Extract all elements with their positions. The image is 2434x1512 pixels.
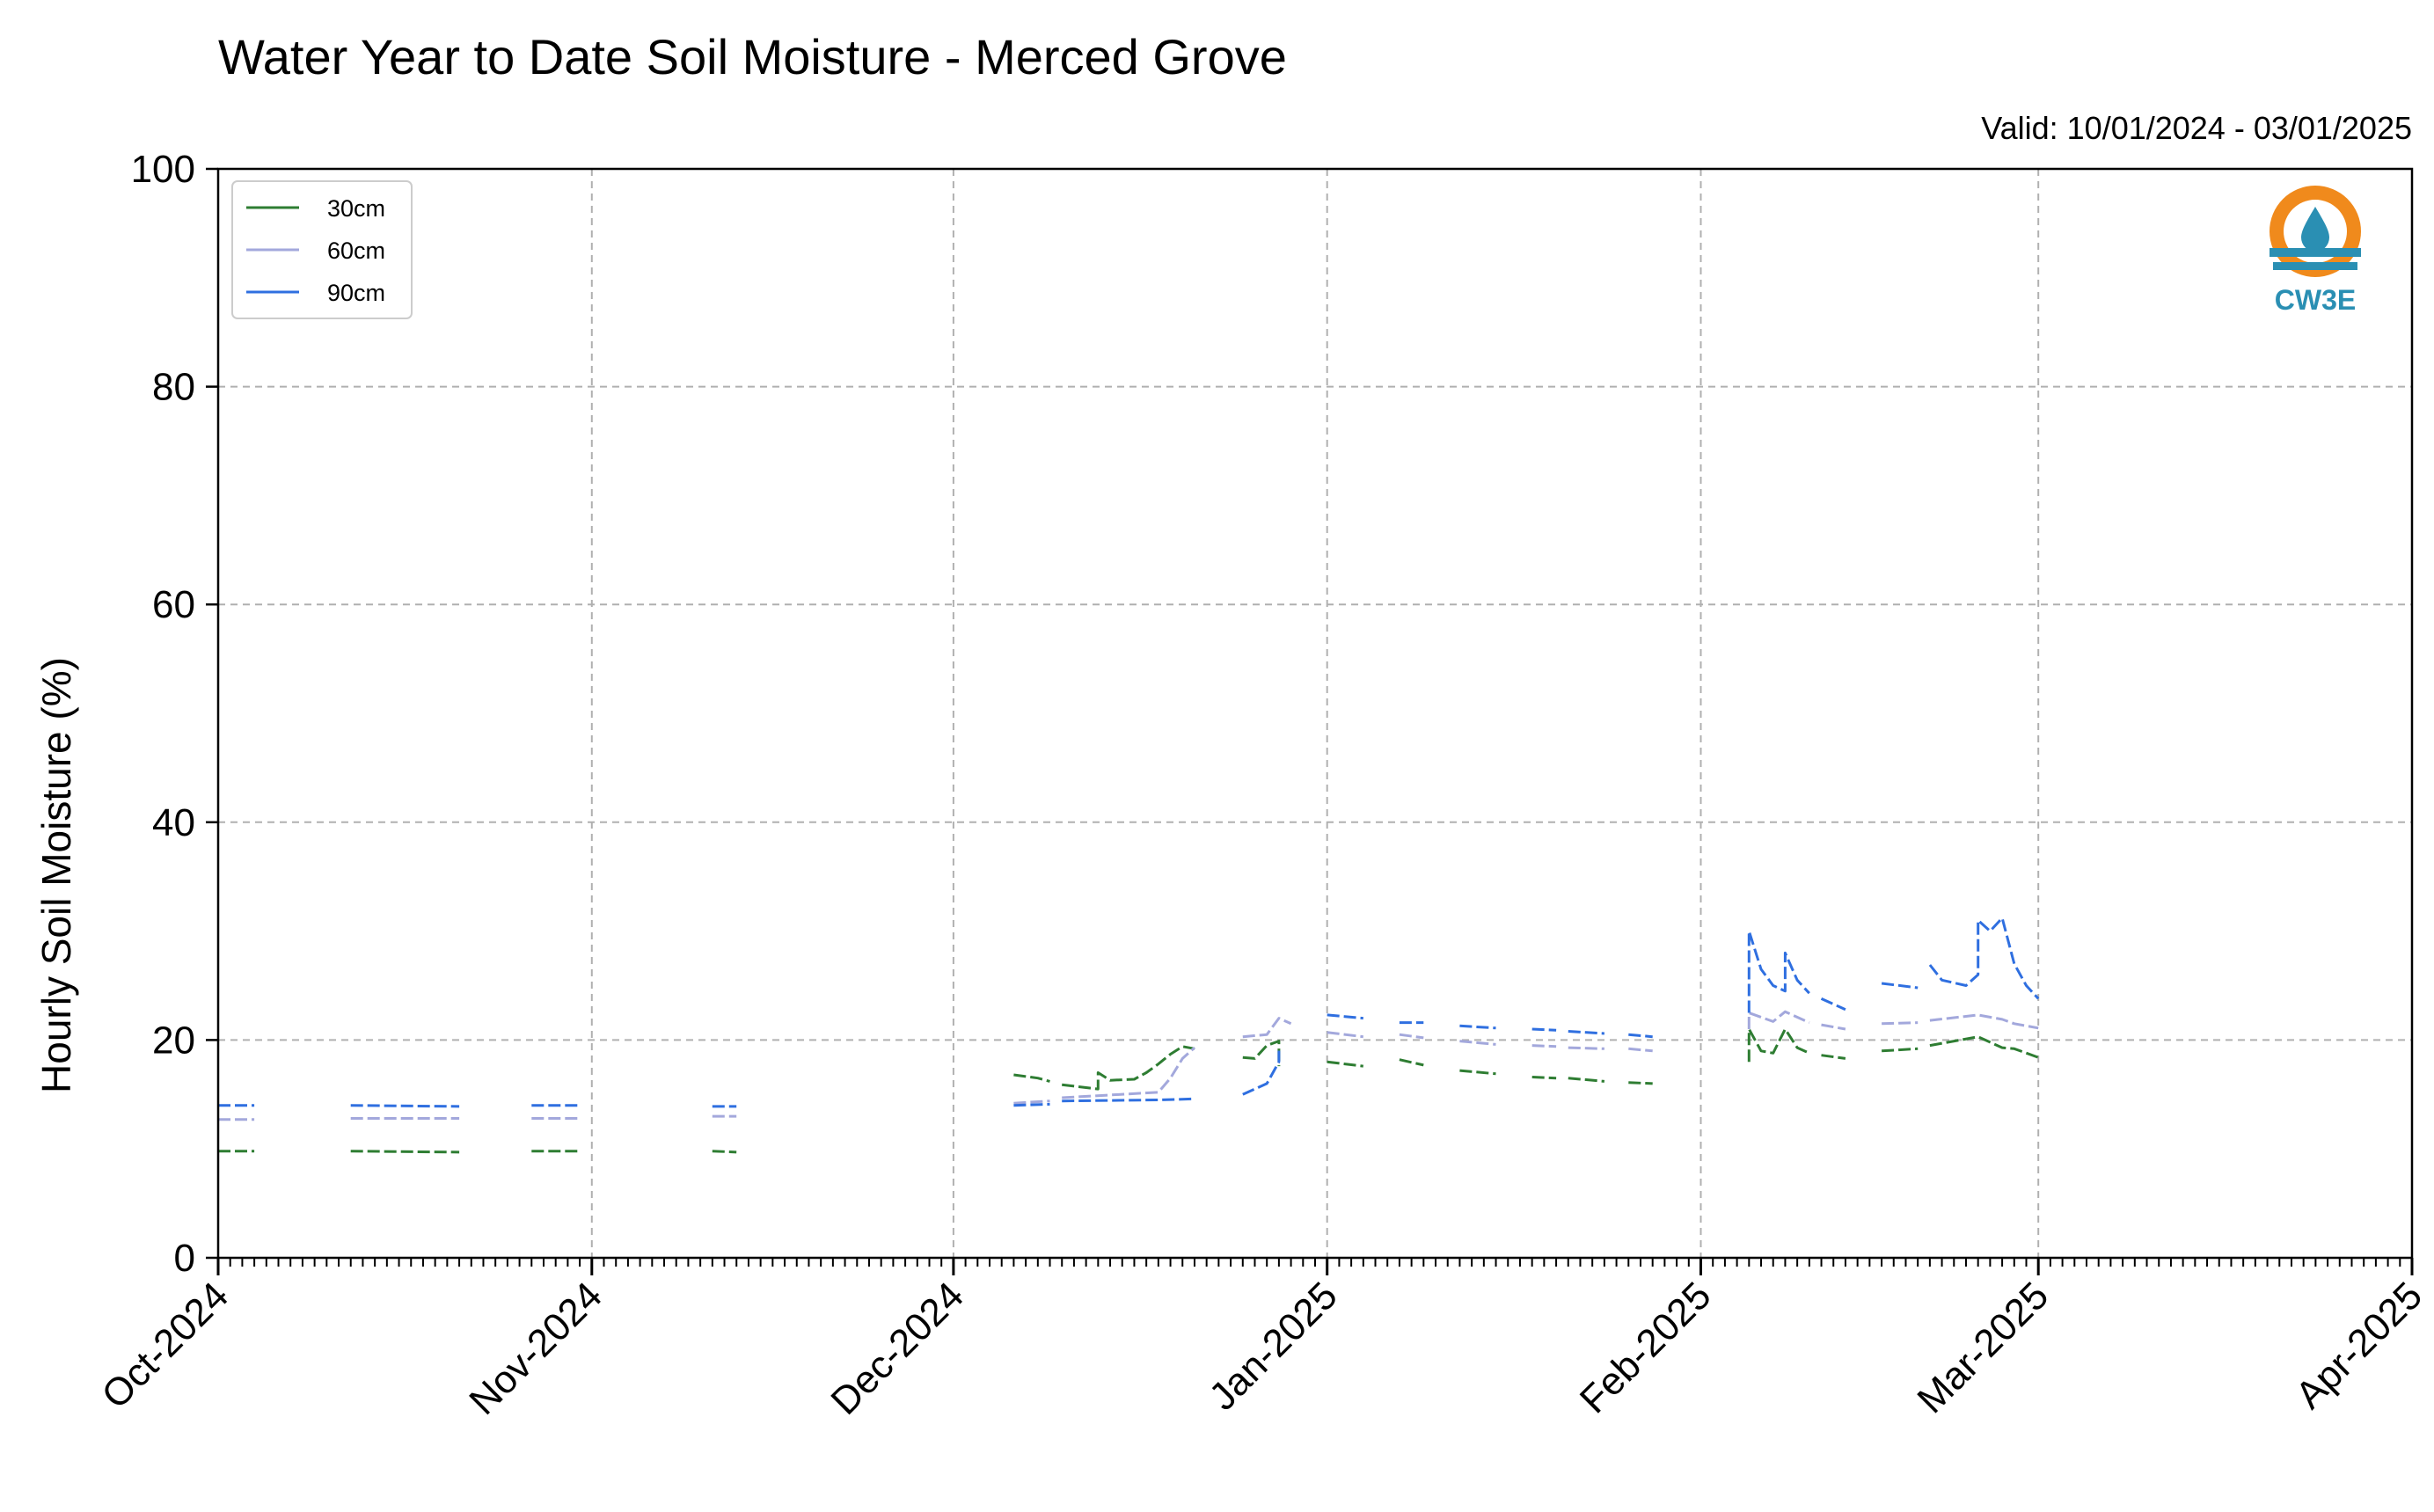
y-axis-label: Hourly Soil Moisture (%) (33, 657, 79, 1093)
series-segment (1747, 1010, 1810, 1029)
series-segment (1459, 1069, 1496, 1076)
x-tick-label: Apr-2025 (2287, 1274, 2430, 1417)
series-segment (1242, 1040, 1281, 1067)
series-segment (1747, 1027, 1810, 1063)
series-segment (1062, 1045, 1195, 1091)
series-segment (1628, 1047, 1653, 1053)
series-segment (712, 1150, 737, 1154)
series-segment (1062, 1046, 1196, 1099)
axes: 0 20 40 60 80 100 Oct-2024 Nov-2024 Dec-2024 Jan-… (93, 148, 2430, 1423)
series-segment (1327, 1031, 1363, 1039)
cw3e-logo: CW3E (2270, 186, 2361, 316)
series-segment (1929, 1035, 2039, 1059)
y-tick-label: 60 (152, 583, 195, 626)
x-tick-label: Nov-2024 (461, 1274, 610, 1423)
series-segment (1399, 1033, 1424, 1040)
series-segment (1531, 1027, 1557, 1032)
series-60cm (218, 1010, 2039, 1121)
series-segment (1013, 1099, 1050, 1105)
y-tick-label: 20 (152, 1019, 195, 1062)
series-segment (1013, 1073, 1050, 1083)
x-tick-label: Mar-2025 (1909, 1274, 2057, 1421)
series-segment (1882, 1021, 1919, 1026)
series-segment (1928, 917, 2040, 1000)
series-segment (1327, 1060, 1363, 1068)
series-segment (1062, 1097, 1195, 1103)
series-segment (1568, 1077, 1605, 1083)
x-tick-label: Dec-2024 (822, 1274, 972, 1423)
x-tick-label: Oct-2024 (93, 1274, 237, 1417)
series-segment (1531, 1076, 1557, 1080)
series-segment (1013, 1102, 1050, 1107)
legend-box (231, 180, 413, 319)
y-tick-label: 0 (174, 1237, 195, 1280)
series-segment (1882, 1047, 1919, 1053)
series-segment (1399, 1058, 1424, 1067)
series-segment (1929, 1013, 2039, 1030)
y-tick-label: 80 (152, 366, 195, 409)
series-segment (1881, 982, 1919, 990)
series-90cm (218, 917, 2040, 1108)
plot-frame (216, 167, 2414, 1260)
series-segment (1459, 1024, 1496, 1030)
series-segment (350, 1104, 460, 1108)
legend: 30cm 60cm 90cm (231, 180, 413, 319)
chart-title: Water Year to Date Soil Moisture - Merce… (218, 29, 1287, 84)
logo-drop-icon (2301, 207, 2329, 252)
series-segment (1747, 930, 1810, 1013)
series-segment (1459, 1040, 1496, 1046)
series-segment (1628, 1033, 1653, 1039)
series-segment (1821, 1023, 1846, 1031)
series-segment (1242, 1046, 1281, 1096)
series-segment (1531, 1044, 1557, 1048)
gridlines (218, 169, 2412, 1258)
series-30cm (218, 1027, 2039, 1154)
chart-subtitle: Valid: 10/01/2024 - 03/01/2025 (1981, 110, 2412, 146)
series-segment (1568, 1030, 1604, 1035)
series-segment (1242, 1017, 1292, 1039)
series-segment (1821, 1054, 1846, 1060)
series-segment (1820, 997, 1846, 1012)
x-tick-label: Feb-2025 (1572, 1274, 1720, 1421)
legend-entry: 30cm (327, 195, 385, 222)
legend-entry: 60cm (327, 237, 385, 264)
y-tick-label: 100 (131, 148, 195, 191)
y-tick-label: 40 (152, 801, 195, 844)
legend-entry: 90cm (327, 280, 385, 306)
logo-text: CW3E (2275, 284, 2356, 316)
series-segment (1628, 1081, 1653, 1085)
series-segment (1327, 1013, 1363, 1020)
series-segment (350, 1150, 460, 1154)
x-tick-label: Jan-2025 (1201, 1274, 1345, 1418)
series-lines (218, 917, 2040, 1154)
